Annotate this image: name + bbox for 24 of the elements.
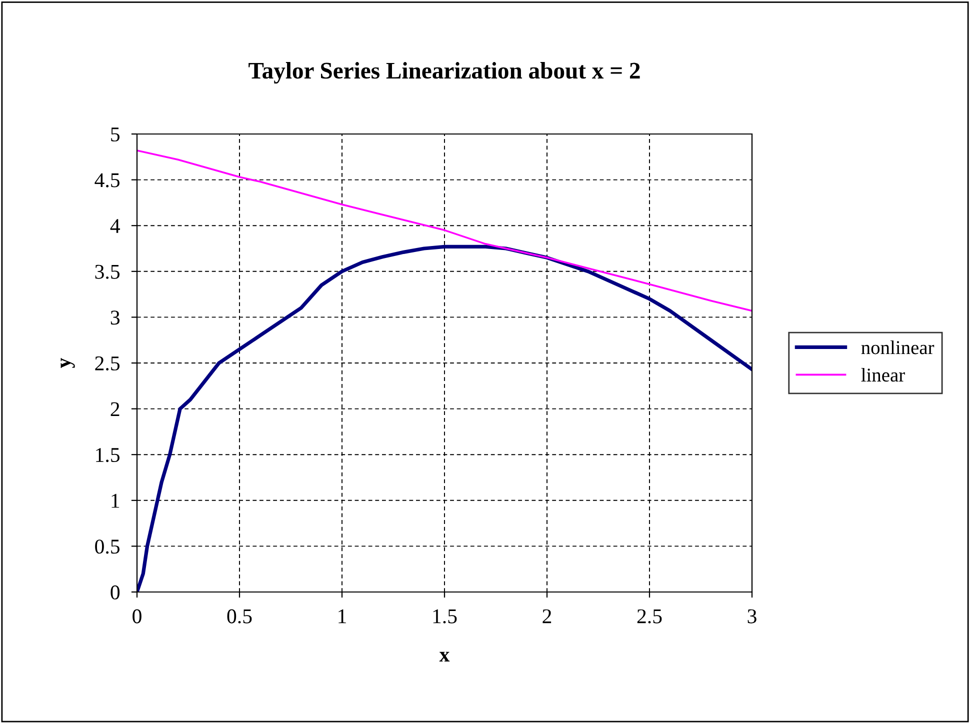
y-tick-label: 0 [110, 585, 120, 600]
x-tick-label: 1 [338, 609, 346, 624]
legend-label: linear [861, 368, 905, 382]
y-tick-label: 2.5 [95, 356, 120, 371]
line-series [137, 150, 752, 312]
y-tick-label: 4.5 [94, 173, 120, 188]
x-tick-label: 2.5 [637, 609, 662, 624]
y-tick-label: 1 [112, 494, 120, 508]
legend-label: nonlinear [861, 340, 934, 354]
y-tick-label: 5 [111, 128, 120, 142]
x-axis-title: x [439, 652, 450, 662]
x-tick-label: 2 [542, 609, 552, 624]
y-tick-label: 0.5 [95, 540, 120, 554]
x-tick-label: 1.5 [433, 609, 457, 624]
y-tick-label: 3.5 [95, 264, 120, 279]
x-tick-label: 0.5 [227, 609, 252, 624]
y-tick-label: 3 [110, 310, 120, 325]
chart-title: Taylor Series Linearization about x = 2 [248, 62, 640, 84]
x-tick-label: 3 [748, 609, 756, 624]
y-tick-label: 2 [110, 402, 120, 416]
x-tick-label: 0 [132, 609, 142, 624]
y-tick-label: 1.5 [96, 448, 120, 462]
y-tick-label: 4 [110, 219, 120, 233]
y-axis-title: y [60, 358, 75, 368]
